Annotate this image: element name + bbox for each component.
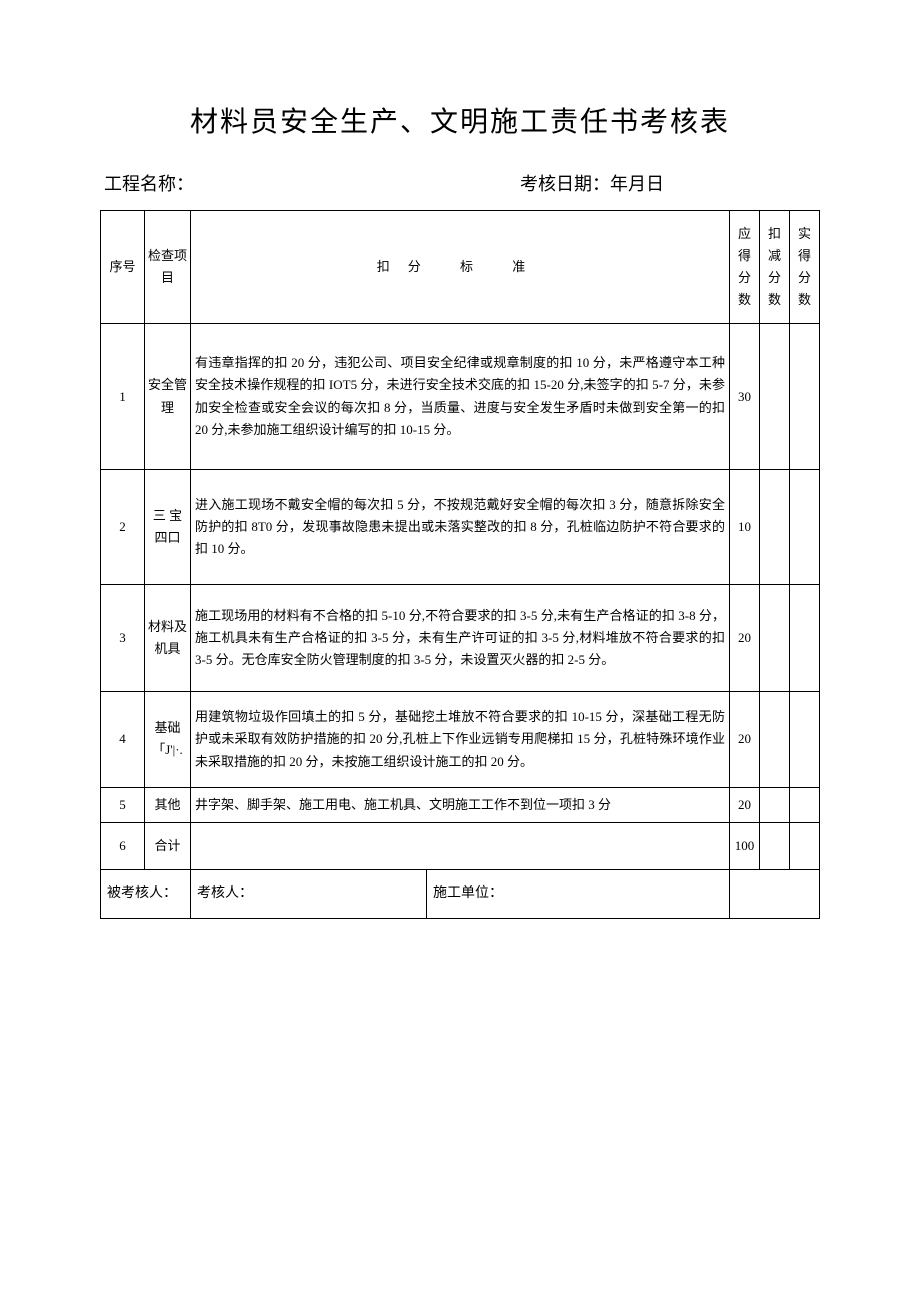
- cell-actual: [790, 469, 820, 584]
- header-score: 应得分数: [730, 211, 760, 324]
- cell-deduct: [760, 787, 790, 822]
- table-row: 1 安全管理 有违章指挥的扣 20 分，违犯公司、项目安全纪律或规章制度的扣 1…: [101, 324, 820, 469]
- cell-actual: [790, 585, 820, 692]
- assessor-label: 考核人：: [191, 870, 427, 918]
- header-item: 检查项目: [145, 211, 191, 324]
- header-seq: 序号: [101, 211, 145, 324]
- cell-deduct: [760, 324, 790, 469]
- cell-seq: 1: [101, 324, 145, 469]
- table-row: 5 其他 井字架、脚手架、施工用电、施工机具、文明施工工作不到位一项扣 3 分 …: [101, 787, 820, 822]
- header-deduct: 扣减分数: [760, 211, 790, 324]
- table-row: 4 基础「J'|·. 用建筑物垃圾作回填土的扣 5 分，基础挖土堆放不符合要求的…: [101, 692, 820, 787]
- footer-row: 被考核人： 考核人： 施工单位：: [101, 869, 820, 918]
- cell-score: 10: [730, 469, 760, 584]
- cell-deduct: [760, 692, 790, 787]
- assessment-date-label: 考核日期：年月日: [400, 170, 816, 196]
- cell-item: 材料及机具: [145, 585, 191, 692]
- cell-score: 100: [730, 822, 760, 869]
- cell-item: 三 宝四口: [145, 469, 191, 584]
- cell-standard: 井字架、脚手架、施工用电、施工机具、文明施工工作不到位一项扣 3 分: [191, 787, 730, 822]
- cell-deduct: [760, 822, 790, 869]
- page-title: 材料员安全生产、文明施工责任书考核表: [100, 100, 820, 140]
- cell-item: 安全管理: [145, 324, 191, 469]
- cell-score: 20: [730, 585, 760, 692]
- table-row: 6 合计 100: [101, 822, 820, 869]
- cell-seq: 5: [101, 787, 145, 822]
- cell-seq: 2: [101, 469, 145, 584]
- cell-item: 合计: [145, 822, 191, 869]
- cell-standard: [191, 822, 730, 869]
- cell-actual: [790, 787, 820, 822]
- cell-item: 其他: [145, 787, 191, 822]
- header-actual: 实得分数: [790, 211, 820, 324]
- cell-seq: 6: [101, 822, 145, 869]
- footer-middle: 考核人： 施工单位：: [191, 869, 730, 918]
- cell-standard: 进入施工现场不戴安全帽的每次扣 5 分，不按规范戴好安全帽的每次扣 3 分，随意…: [191, 469, 730, 584]
- cell-score: 30: [730, 324, 760, 469]
- cell-seq: 3: [101, 585, 145, 692]
- cell-seq: 4: [101, 692, 145, 787]
- cell-score: 20: [730, 787, 760, 822]
- cell-standard: 有违章指挥的扣 20 分，违犯公司、项目安全纪律或规章制度的扣 10 分，未严格…: [191, 324, 730, 469]
- table-row: 3 材料及机具 施工现场用的材料有不合格的扣 5-10 分,不符合要求的扣 3-…: [101, 585, 820, 692]
- cell-actual: [790, 692, 820, 787]
- cell-standard: 用建筑物垃圾作回填土的扣 5 分，基础挖土堆放不符合要求的扣 10-15 分，深…: [191, 692, 730, 787]
- meta-row: 工程名称： 考核日期：年月日: [100, 170, 820, 196]
- cell-deduct: [760, 469, 790, 584]
- cell-item: 基础「J'|·.: [145, 692, 191, 787]
- project-name-label: 工程名称：: [104, 170, 400, 196]
- unit-label: 施工单位：: [427, 870, 729, 918]
- cell-actual: [790, 324, 820, 469]
- header-standard: 扣分 标 准: [191, 211, 730, 324]
- cell-deduct: [760, 585, 790, 692]
- cell-actual: [790, 822, 820, 869]
- cell-score: 20: [730, 692, 760, 787]
- footer-blank: [730, 869, 820, 918]
- assessment-table: 序号 检查项目 扣分 标 准 应得分数 扣减分数 实得分数 1 安全管理 有违章…: [100, 210, 820, 919]
- table-header-row: 序号 检查项目 扣分 标 准 应得分数 扣减分数 实得分数: [101, 211, 820, 324]
- table-row: 2 三 宝四口 进入施工现场不戴安全帽的每次扣 5 分，不按规范戴好安全帽的每次…: [101, 469, 820, 584]
- assessee-label: 被考核人：: [101, 869, 191, 918]
- cell-standard: 施工现场用的材料有不合格的扣 5-10 分,不符合要求的扣 3-5 分,未有生产…: [191, 585, 730, 692]
